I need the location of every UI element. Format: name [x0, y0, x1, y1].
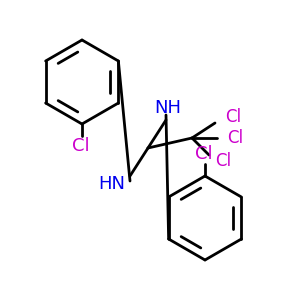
- Text: Cl: Cl: [215, 152, 231, 170]
- Text: NH: NH: [154, 99, 182, 117]
- Text: Cl: Cl: [227, 129, 243, 147]
- Text: Cl: Cl: [195, 145, 213, 163]
- Text: Cl: Cl: [225, 108, 241, 126]
- Text: Cl: Cl: [72, 137, 90, 155]
- Text: HN: HN: [98, 175, 125, 193]
